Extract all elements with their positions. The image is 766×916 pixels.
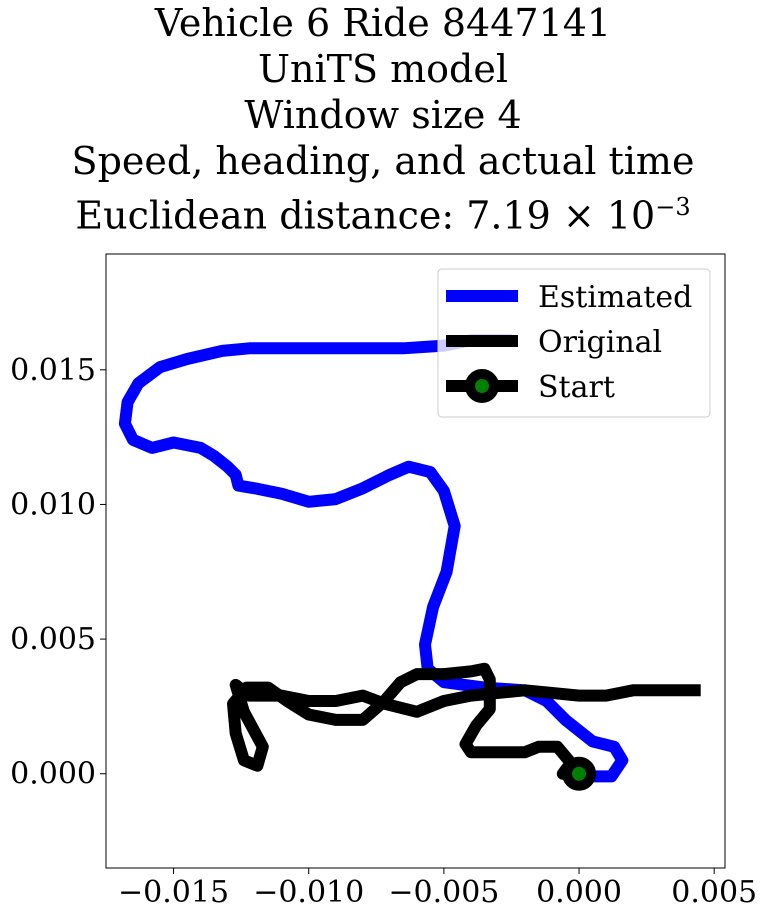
legend: Estimated Original Start xyxy=(437,268,711,418)
distance-mantissa: 7.19 xyxy=(466,193,551,238)
title-line-3: Window size 4 xyxy=(244,93,522,137)
legend-label: Estimated xyxy=(538,280,692,315)
start-marker xyxy=(562,756,597,791)
axes-frame xyxy=(105,253,726,869)
chart-title: Vehicle 6 Ride 8447141 UniTS model Windo… xyxy=(0,0,766,239)
distance-base: 10 xyxy=(606,193,656,238)
y-tick-label: 0.010 xyxy=(10,487,96,522)
x-tick-label: −0.010 xyxy=(253,875,364,910)
y-tick-label: 0.005 xyxy=(10,622,96,657)
legend-label: Start xyxy=(538,370,615,405)
distance-times: × xyxy=(562,193,595,238)
distance-label: Euclidean distance: xyxy=(75,193,467,238)
legend-label: Original xyxy=(538,325,662,360)
x-tick-label: 0.005 xyxy=(671,875,757,910)
plot-frame xyxy=(105,253,726,869)
x-tick-label: −0.015 xyxy=(118,875,229,910)
distance-exponent: −3 xyxy=(655,193,691,221)
title-line-2: UniTS model xyxy=(258,47,508,91)
tick-layer: −0.015 −0.010 −0.005 0.000 0.005 0.000 0.005 0.… xyxy=(10,353,757,910)
title-line-1: Vehicle 6 Ride 8447141 xyxy=(154,1,612,45)
legend-start-marker xyxy=(465,369,499,403)
x-tick-label: −0.005 xyxy=(388,875,499,910)
y-tick-label: 0.000 xyxy=(10,757,96,792)
y-tick-label: 0.015 xyxy=(10,353,96,388)
series-line-original xyxy=(227,662,701,780)
title-line-4: Speed, heading, and actual time xyxy=(71,139,695,183)
title-line-5: Euclidean distance: 7.19 × 10−3 xyxy=(0,184,766,239)
series-layer xyxy=(118,334,701,791)
x-tick-label: 0.000 xyxy=(536,875,622,910)
